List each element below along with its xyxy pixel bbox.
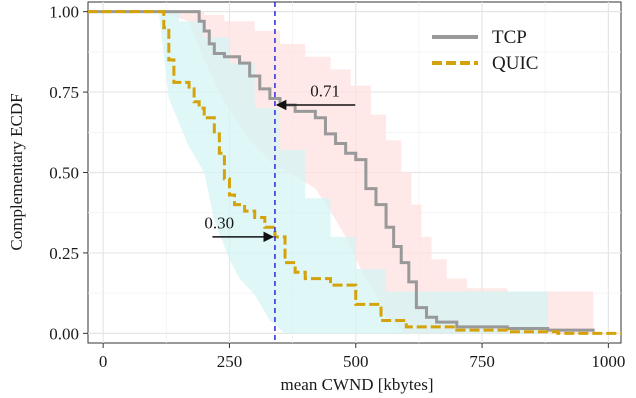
x-axis-ticks: 0 250 500 750 1000 [99,343,625,371]
legend: TCP QUIC [432,27,538,74]
x-tick-label: 250 [217,352,243,371]
y-tick-label: 0.75 [49,83,79,102]
y-tick-label: 0.50 [49,164,79,183]
band-quic [158,11,548,334]
annotation-label-0: 0.71 [310,81,340,100]
confidence-bands [158,11,594,334]
series-lines [88,10,621,335]
series-line-tcp [88,10,595,332]
annotations: 0.71 0.30 [204,81,356,243]
y-tick-label: 0.00 [49,324,79,343]
x-axis-label: mean CWND [kbytes] [281,375,434,394]
x-tick-label: 500 [343,352,369,371]
legend-tcp-label: TCP [492,27,527,48]
legend-quic-label: QUIC [492,53,538,74]
x-tick-label: 750 [469,352,495,371]
y-axis-ticks: 0.00 0.25 0.50 0.75 1.00 [49,3,88,343]
y-tick-label: 1.00 [49,3,79,22]
annotation-label-1: 0.30 [204,213,234,232]
band-tcp [158,11,594,334]
x-tick-label: 0 [99,352,108,371]
y-tick-label: 0.25 [49,244,79,263]
x-tick-label: 1000 [591,352,625,371]
series-line-quic [88,10,621,335]
y-axis-label: Complementary ECDF [7,93,26,250]
